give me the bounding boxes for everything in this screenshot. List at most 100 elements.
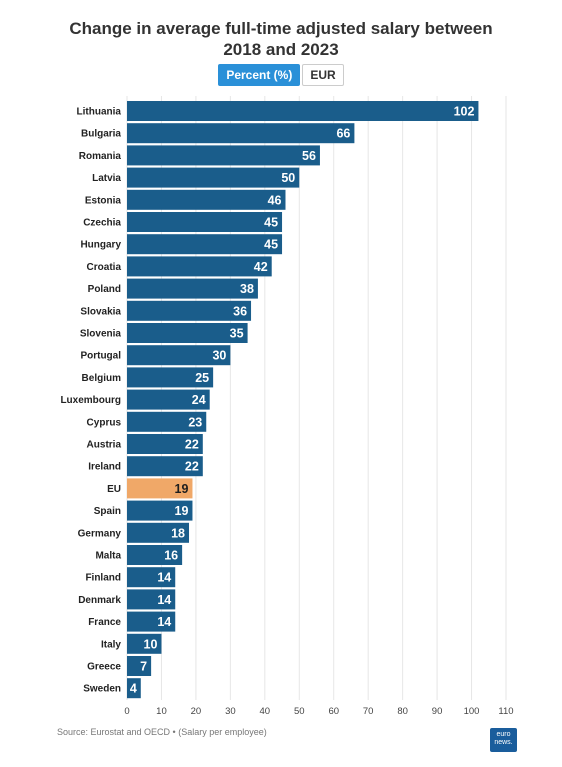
data-label: 45 xyxy=(264,216,278,230)
x-tick-label: 80 xyxy=(397,706,408,717)
data-label: 22 xyxy=(185,460,199,474)
bar xyxy=(127,234,283,255)
category-label: Spain xyxy=(94,506,121,517)
category-label: Luxembourg xyxy=(60,395,121,406)
category-label: Italy xyxy=(101,639,121,650)
category-label: Poland xyxy=(88,284,121,295)
category-label: EU xyxy=(107,484,121,495)
x-tick-label: 10 xyxy=(156,706,167,717)
category-label: Portugal xyxy=(80,351,121,362)
logo-text-line1: euro xyxy=(496,731,511,738)
category-label: Malta xyxy=(95,551,121,562)
data-label: 25 xyxy=(195,371,209,385)
data-label: 35 xyxy=(230,327,244,341)
x-tick-label: 50 xyxy=(294,706,305,717)
x-tick-label: 60 xyxy=(328,706,339,717)
category-label: France xyxy=(88,617,121,628)
bar xyxy=(127,411,207,432)
data-label: 19 xyxy=(175,504,189,518)
data-label: 66 xyxy=(336,127,350,141)
category-label: Latvia xyxy=(92,173,121,184)
data-label: 102 xyxy=(454,105,475,119)
data-label: 14 xyxy=(157,571,171,585)
bar xyxy=(127,522,190,543)
data-label: 18 xyxy=(171,526,185,540)
bar xyxy=(127,145,320,166)
data-label: 7 xyxy=(140,660,147,674)
data-label: 16 xyxy=(164,549,178,563)
bar xyxy=(127,345,231,366)
bar xyxy=(127,300,252,321)
data-label: 14 xyxy=(157,593,171,607)
eur-toggle-button[interactable]: EUR xyxy=(302,64,344,86)
bar xyxy=(127,101,479,121)
bar xyxy=(127,123,355,144)
bar xyxy=(127,589,176,610)
category-label: Estonia xyxy=(85,195,122,206)
x-tick-label: 30 xyxy=(225,706,236,717)
euronews-logo: euro news. xyxy=(490,728,517,752)
bar xyxy=(127,167,300,188)
bar xyxy=(127,212,283,232)
data-label: 50 xyxy=(281,171,295,185)
x-tick-label: 90 xyxy=(432,706,443,717)
bar xyxy=(127,389,210,410)
bar xyxy=(127,656,152,676)
category-label: Ireland xyxy=(88,462,121,473)
category-label: Greece xyxy=(87,662,121,673)
data-label: 45 xyxy=(264,238,278,252)
category-label: Romania xyxy=(79,151,122,162)
category-label: Czechia xyxy=(83,218,121,229)
category-label: Croatia xyxy=(87,262,122,273)
category-label: Finland xyxy=(85,573,121,584)
data-label: 4 xyxy=(130,682,137,696)
bar xyxy=(127,434,203,454)
category-label: Slovenia xyxy=(80,329,122,340)
category-label: Sweden xyxy=(83,684,121,695)
x-tick-label: 100 xyxy=(464,706,480,717)
bar xyxy=(127,323,248,343)
data-label: 30 xyxy=(212,349,226,363)
category-label: Bulgaria xyxy=(81,129,121,140)
bar xyxy=(127,278,258,299)
data-label: 23 xyxy=(188,415,202,429)
data-label: 56 xyxy=(302,149,316,163)
bar xyxy=(127,478,193,499)
bar xyxy=(127,633,162,654)
chart-title: Change in average full-time adjusted sal… xyxy=(0,18,562,60)
category-label: Lithuania xyxy=(77,107,122,118)
data-label: 36 xyxy=(233,304,247,318)
chart-title-line2: 2018 and 2023 xyxy=(223,40,339,59)
category-label: Cyprus xyxy=(87,417,122,428)
data-label: 14 xyxy=(157,615,171,629)
source-note: Source: Eurostat and OECD • (Salary per … xyxy=(57,727,267,737)
x-tick-label: 20 xyxy=(191,706,202,717)
data-label: 38 xyxy=(240,282,254,296)
data-label: 10 xyxy=(144,637,158,651)
x-tick-label: 110 xyxy=(498,706,513,717)
category-label: Slovakia xyxy=(80,306,121,317)
category-label: Austria xyxy=(87,440,122,451)
category-label: Denmark xyxy=(78,595,121,606)
bar xyxy=(127,611,176,632)
x-tick-label: 40 xyxy=(260,706,271,717)
unit-toggle: Percent (%) EUR xyxy=(0,64,562,86)
data-label: 46 xyxy=(268,193,282,207)
data-label: 24 xyxy=(192,393,206,407)
category-label: Hungary xyxy=(80,240,121,251)
category-label: Belgium xyxy=(82,373,122,384)
bar xyxy=(127,189,286,210)
bar xyxy=(127,456,203,477)
bar xyxy=(127,500,193,521)
x-tick-label: 70 xyxy=(363,706,374,717)
category-label: Germany xyxy=(78,528,122,539)
percent-toggle-button[interactable]: Percent (%) xyxy=(218,64,301,86)
x-tick-label: 0 xyxy=(124,706,129,717)
data-label: 42 xyxy=(254,260,268,274)
bar xyxy=(127,678,141,699)
bar xyxy=(127,367,214,388)
chart-title-line1: Change in average full-time adjusted sal… xyxy=(69,19,493,38)
logo-text-line2: news. xyxy=(494,739,513,746)
data-label: 22 xyxy=(185,438,199,452)
